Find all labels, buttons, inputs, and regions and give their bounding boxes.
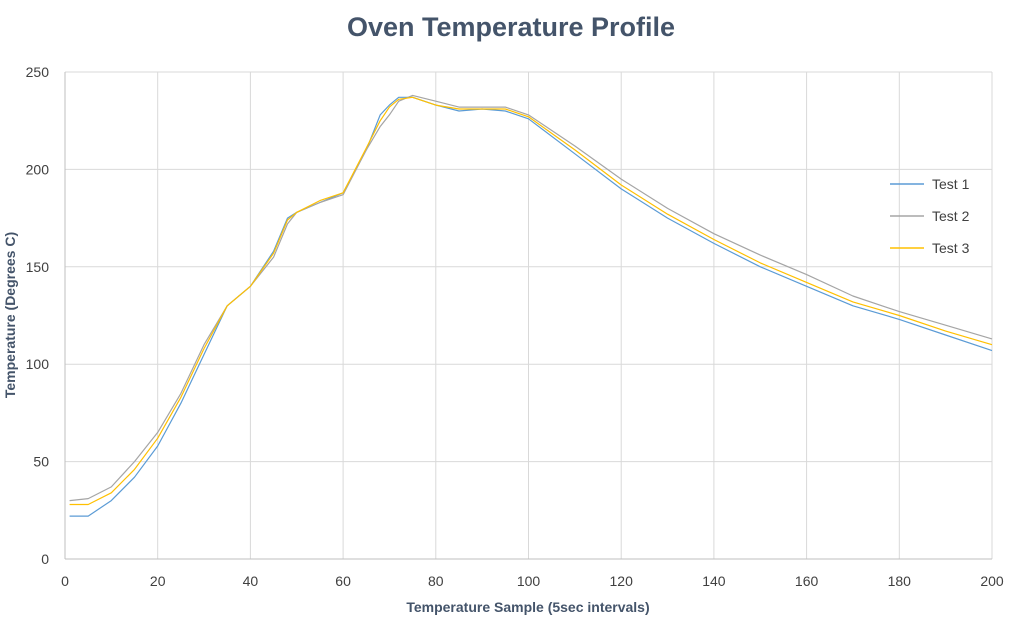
x-tick-label: 120 [610,573,634,589]
legend-label-3: Test 3 [932,240,970,256]
legend-label-2: Test 2 [932,208,970,224]
series-line-2 [69,94,993,502]
legend-label-1: Test 1 [932,176,970,192]
y-tick-label: 0 [41,551,49,567]
x-axis-title: Temperature Sample (5sec intervals) [406,599,649,615]
x-tick-label: 20 [150,573,166,589]
x-tick-label: 200 [980,573,1004,589]
x-tick-label: 180 [888,573,912,589]
series-line-1 [69,96,993,517]
x-tick-label: 80 [428,573,444,589]
axes [64,72,992,560]
x-tick-label: 60 [335,573,351,589]
x-tick-label: 40 [243,573,259,589]
legend: Test 1 Test 2 Test 3 [890,176,970,256]
x-tick-label: 160 [795,573,819,589]
grid [65,71,993,559]
y-tick-label: 150 [26,259,50,275]
series-line-3 [69,96,993,506]
y-axis-title: Temperature (Degrees C) [2,232,18,398]
chart-title: Oven Temperature Profile [347,12,675,42]
x-tick-label: 0 [61,573,69,589]
series-lines [69,94,993,517]
y-tick-label: 250 [26,64,50,80]
y-tick-label: 50 [33,454,49,470]
x-tick-label: 100 [517,573,541,589]
tick-labels: 0 50 100 150 200 250 0 20 40 60 80 100 120 140 160 180 2… [26,64,1004,589]
y-tick-label: 100 [26,356,50,372]
x-tick-label: 140 [702,573,726,589]
y-tick-label: 200 [26,161,50,177]
